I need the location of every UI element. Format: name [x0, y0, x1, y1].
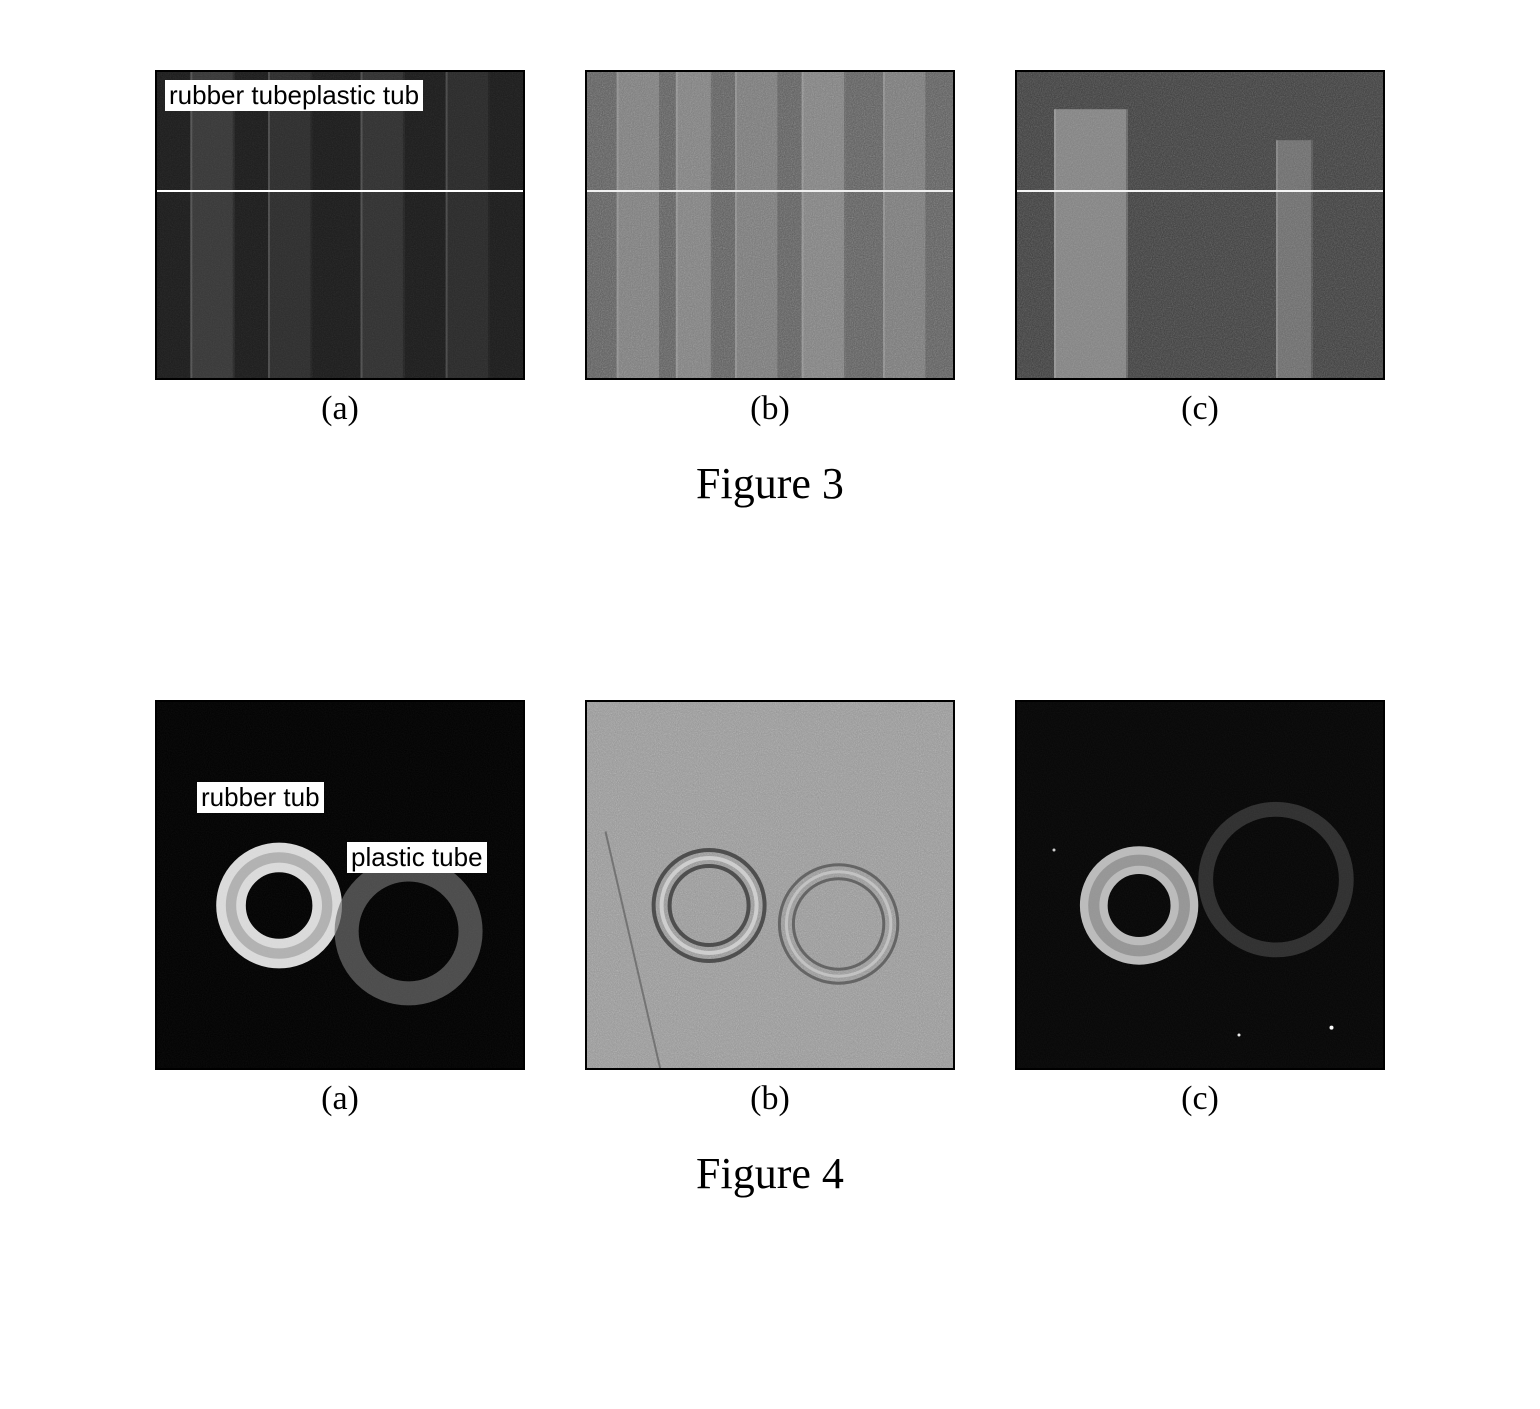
figure-4-image-b — [585, 700, 955, 1070]
figure-3: rubber tubeplastic tub (a) (b) (c) Figure 3 — [0, 70, 1540, 509]
overlay-label-plastic-tube: plastic tube — [347, 842, 487, 873]
figure-4-image-a: rubber tub plastic tube — [155, 700, 525, 1070]
figure-4-image-c — [1015, 700, 1385, 1070]
panel-label: (c) — [1181, 1080, 1219, 1118]
scanline — [1017, 190, 1383, 192]
overlay-label-tubes: rubber tubeplastic tub — [165, 80, 423, 111]
figure-3-image-b — [585, 70, 955, 380]
panel-label: (c) — [1181, 390, 1219, 428]
panel-label: (a) — [321, 1080, 359, 1118]
figure-3-panel-c: (c) — [1015, 70, 1385, 428]
figure-4: rubber tub plastic tube (a) (b) (c) Figure 4 — [0, 700, 1540, 1199]
scanline — [157, 190, 523, 192]
figure-4-panel-b: (b) — [585, 700, 955, 1118]
panel-label: (a) — [321, 390, 359, 428]
figure-4-panel-a: rubber tub plastic tube (a) — [155, 700, 525, 1118]
figure-3-panel-a: rubber tubeplastic tub (a) — [155, 70, 525, 428]
panel-label: (b) — [750, 390, 790, 428]
figure-3-image-c — [1015, 70, 1385, 380]
overlay-label-rubber-tube: rubber tub — [197, 782, 324, 813]
figure-3-panel-b: (b) — [585, 70, 955, 428]
scanline — [587, 190, 953, 192]
panel-label: (b) — [750, 1080, 790, 1118]
figure-3-image-a: rubber tubeplastic tub — [155, 70, 525, 380]
figure-3-caption: Figure 3 — [0, 458, 1540, 509]
figure-4-caption: Figure 4 — [0, 1148, 1540, 1199]
figure-4-panel-c: (c) — [1015, 700, 1385, 1118]
